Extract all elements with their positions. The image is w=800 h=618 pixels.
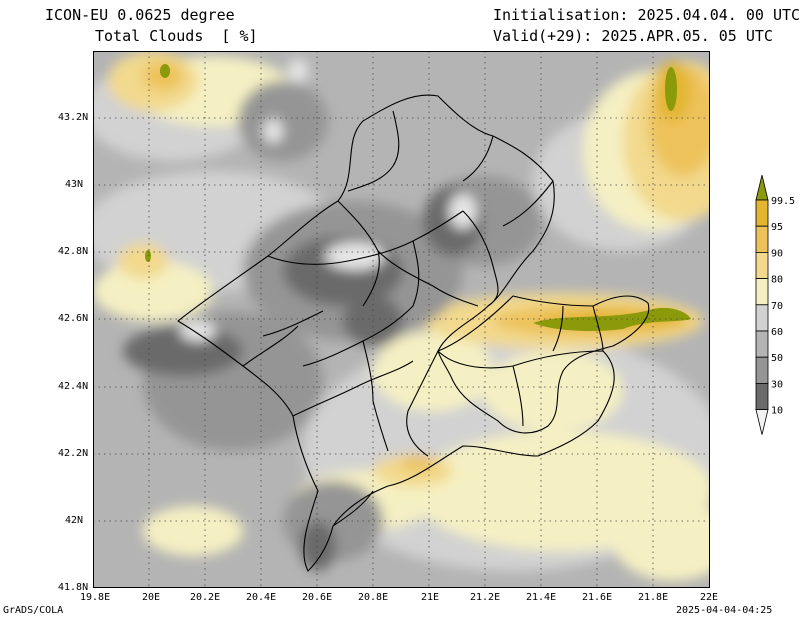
legend-top-arrow xyxy=(755,174,769,201)
init-time: Initialisation: 2025.04.04. 00 UTC xyxy=(493,6,800,24)
legend-swatch xyxy=(755,330,769,358)
lon-label: 20.2E xyxy=(190,592,221,603)
lat-label: 42.6N xyxy=(58,313,89,324)
boundaries xyxy=(177,94,650,572)
lon-label: 21.4E xyxy=(526,592,557,603)
lat-label: 42.4N xyxy=(58,381,89,392)
variable-title: Total Clouds [ %] xyxy=(95,27,258,45)
model-title: ICON-EU 0.0625 degree xyxy=(45,6,235,24)
map-frame xyxy=(93,51,710,588)
lat-label: 43.2N xyxy=(58,112,89,123)
olive-spot-nw xyxy=(160,64,170,78)
lat-label: 42.8N xyxy=(58,246,89,257)
legend-level-label: 90 xyxy=(771,248,783,259)
legend-swatch xyxy=(755,225,769,253)
footer-left: GrADS/COLA xyxy=(3,605,64,616)
lon-label: 21E xyxy=(421,592,440,603)
legend-bottom-arrow xyxy=(755,409,769,435)
lon-label: 20.8E xyxy=(358,592,389,603)
lat-label: 43N xyxy=(65,179,84,190)
legend-level-label: 99.5 xyxy=(771,196,795,207)
legend-swatch xyxy=(755,304,769,332)
country-border xyxy=(177,94,615,572)
lat-label: 42.2N xyxy=(58,448,89,459)
east-region xyxy=(437,295,650,434)
legend-level-label: 70 xyxy=(771,301,783,312)
legend-swatch xyxy=(755,199,769,227)
legend-swatch xyxy=(755,252,769,280)
valid-time: Valid(+29): 2025.APR.05. 05 UTC xyxy=(493,27,773,45)
lon-label: 21.2E xyxy=(470,592,501,603)
graticule xyxy=(93,51,710,588)
olive-spot-west xyxy=(145,250,151,262)
lon-label: 21.6E xyxy=(582,592,613,603)
cloud-cover-map xyxy=(93,51,710,588)
legend-level-label: 10 xyxy=(771,406,783,417)
footer-right: 2025-04-04-04:25 xyxy=(676,605,773,616)
lat-label: 42N xyxy=(65,515,84,526)
lat-label: 41.8N xyxy=(58,582,89,593)
legend-swatch xyxy=(755,278,769,306)
legend-level-label: 50 xyxy=(771,353,783,364)
legend-level-label: 60 xyxy=(771,327,783,338)
legend-level-label: 30 xyxy=(771,379,783,390)
lon-label: 22E xyxy=(700,592,719,603)
legend-level-label: 95 xyxy=(771,222,783,233)
lon-label: 20.4E xyxy=(246,592,277,603)
lon-label: 20E xyxy=(142,592,161,603)
lon-label: 19.8E xyxy=(80,592,111,603)
lon-label: 20.6E xyxy=(302,592,333,603)
lon-label: 21.8E xyxy=(638,592,669,603)
legend-level-label: 80 xyxy=(771,275,783,286)
legend-swatch xyxy=(755,382,769,410)
olive-band-east xyxy=(533,307,691,331)
olive-band-ne xyxy=(665,67,677,111)
district-lines xyxy=(242,110,604,527)
color-legend: 99.5 95 90 80 70 60 50 30 10 xyxy=(752,174,798,475)
legend-swatch xyxy=(755,356,769,384)
